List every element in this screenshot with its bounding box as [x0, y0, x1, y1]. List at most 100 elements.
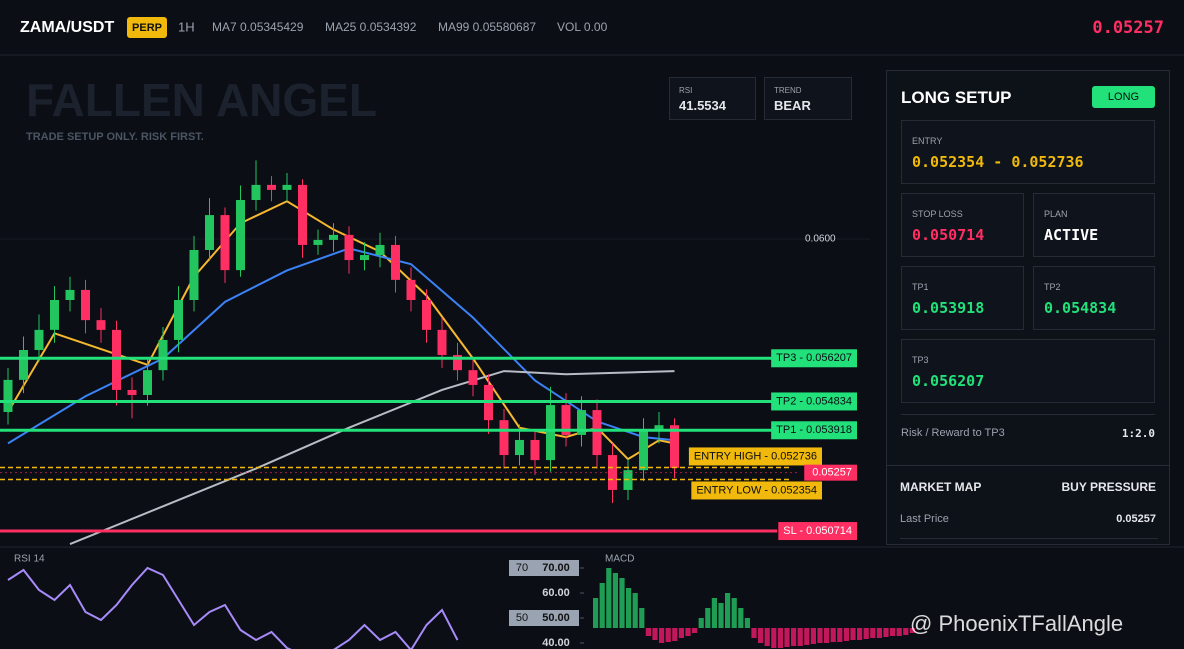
setup-card: ENTRY 0.052354 - 0.052736 [901, 120, 1155, 184]
candle-body [391, 244, 400, 280]
card-value: 0.056207 [912, 372, 985, 390]
panel-title: RSI 14 [14, 554, 45, 565]
market-title: MARKET MAP [900, 480, 982, 494]
symbol: ZAMA/USDT [20, 19, 114, 36]
candle-body [344, 234, 354, 261]
candle-body [143, 370, 152, 395]
candle-body [468, 370, 478, 385]
candle-body [561, 405, 571, 435]
card-label: TP2 [1044, 282, 1061, 292]
candle-body [282, 184, 292, 190]
candle-body [112, 329, 121, 390]
candle-body [437, 329, 447, 356]
rsi-line [7, 566, 459, 649]
macd-bar [870, 628, 876, 638]
level-label: TP2 - 0.054834 [776, 395, 852, 407]
candle-body [422, 300, 431, 330]
candle-body [127, 389, 137, 395]
macd-bar [837, 628, 843, 642]
rr-value: 1:2.0 [1121, 427, 1155, 440]
card-label: STOP LOSS [912, 209, 963, 219]
macd-bar [731, 598, 737, 628]
stat-label: RSI [679, 86, 693, 95]
y-tick-label: 40.00 [542, 637, 570, 649]
macd-bar [738, 608, 744, 628]
stat-label: TREND [774, 86, 802, 95]
stat-card: TREND BEAR [764, 77, 852, 120]
macd-bar [896, 628, 902, 636]
stat-value: BEAR [774, 98, 811, 113]
watermark-title: FALLEN ANGEL [26, 74, 377, 126]
macd-bar [632, 593, 638, 628]
macd-bar [593, 598, 599, 628]
macd-bar [639, 608, 645, 628]
badge-bg [127, 17, 167, 38]
card-label: ENTRY [912, 136, 943, 146]
y-tick-label: 50.00 [542, 612, 570, 624]
candle-body [375, 244, 385, 256]
last-price-label: 0.05257 [812, 467, 852, 479]
level-label: 50 [516, 612, 528, 624]
row-label: Last Price [900, 513, 949, 525]
candle-body [220, 215, 230, 271]
level-label: ENTRY HIGH - 0.052736 [694, 450, 817, 462]
card-value: 0.050714 [912, 226, 985, 244]
setup-badge: LONG [1092, 86, 1155, 108]
level-label-bg [691, 481, 822, 500]
macd-bar [711, 598, 717, 628]
candle-body [34, 329, 44, 351]
candle-body [406, 279, 416, 300]
macd-bar [678, 628, 684, 638]
level-label-bg [771, 392, 857, 411]
macd-bar [758, 628, 764, 643]
market-status: BUY PRESSURE [1061, 480, 1156, 494]
candle-body [65, 289, 75, 300]
y-tick-label: 60.00 [542, 587, 570, 599]
candle-body [670, 425, 679, 468]
level-label: TP1 - 0.053918 [776, 424, 852, 436]
candle-body [267, 184, 276, 190]
setup-card: PLAN ACTIVE [1033, 193, 1155, 257]
stat-value: 41.5534 [679, 98, 726, 113]
macd-bar [843, 628, 849, 641]
macd-bar [810, 628, 816, 644]
interval[interactable]: 1H [178, 19, 195, 34]
macd-bar [645, 628, 651, 636]
panel-title: MACD [605, 554, 634, 565]
macd-bar [817, 628, 823, 643]
levels: 0.0600 TP3 - 0.056207 TP2 - 0.054834 TP1 - … [0, 234, 857, 541]
macd-bar [771, 628, 777, 648]
candle-body [174, 300, 183, 340]
card-value: 0.054834 [1044, 299, 1117, 317]
candle-body [577, 410, 586, 435]
market-panel: MARKET MAP BUY PRESSURE Last Price 0.052… [886, 465, 1170, 545]
candle-body [236, 199, 245, 271]
level-label-bg [771, 349, 857, 368]
candle-body [189, 249, 199, 300]
macd-bar [692, 628, 698, 633]
indicator: MA25 0.0534392 [325, 20, 417, 34]
macd-bar [718, 603, 724, 628]
macd-bar [751, 628, 757, 638]
card-label: TP1 [912, 282, 929, 292]
macd-bar [890, 628, 896, 636]
badge: PERP [132, 22, 162, 34]
level-label: ENTRY LOW - 0.052354 [696, 484, 817, 496]
stat-card: RSI 41.5534 [669, 77, 756, 120]
card-label: TP3 [912, 355, 929, 365]
macd-bar [744, 618, 750, 628]
card-value: 0.052354 - 0.052736 [912, 153, 1084, 171]
candle-body [158, 339, 168, 371]
card-value: 0.053918 [912, 299, 985, 317]
candle-body [251, 184, 261, 200]
candle-body [96, 320, 106, 330]
candle-body [329, 234, 338, 240]
candle-body [3, 379, 13, 412]
macd-bar [672, 628, 678, 641]
macd-bar [804, 628, 810, 645]
macd-bar [830, 628, 836, 642]
level-bg [509, 610, 579, 626]
macd-bar [698, 618, 704, 628]
setup-card: TP3 0.056207 [901, 339, 1155, 403]
